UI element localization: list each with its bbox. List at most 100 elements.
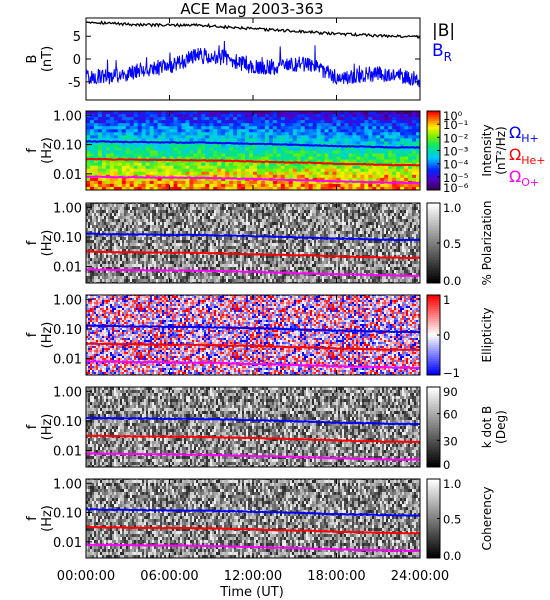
colorbar-tick-label: 10⁻¹ xyxy=(443,118,468,132)
colorbar-tick-label: 60 xyxy=(443,408,458,422)
colorbar-tick-label: 10⁰ xyxy=(443,109,463,123)
colorbar-tick-label: 1 xyxy=(443,293,450,307)
spectrogram-panel-4: 1.00 0.10 0.01 f (Hz) 90 60 30 0 k dot B (Deg) xyxy=(25,385,508,472)
x-axis-label: Time (UT) xyxy=(219,585,284,600)
colorbar-tick-label: 10⁻² xyxy=(443,131,468,145)
y-axis-label: f xyxy=(25,240,40,245)
colorbar: 90 60 30 0 k dot B (Deg) xyxy=(426,385,508,472)
y-tick-label: 5 xyxy=(73,30,81,45)
y-tick-label: 0.10 xyxy=(53,231,82,246)
colorbar-tick-label: 10⁻⁵ xyxy=(443,171,469,185)
spectrogram-image xyxy=(86,387,420,467)
y-axis-unit: (Hz) xyxy=(40,322,55,349)
y-tick-label: 0.01 xyxy=(53,168,82,183)
y-tick-label: 0.10 xyxy=(53,323,82,338)
gyrofrequency-line-Hplus xyxy=(85,140,421,149)
spectrogram-panel-5: 1.00 0.10 0.01 f (Hz) 1.0 0.5 0.0 Coherency xyxy=(25,477,494,563)
y-axis-label: f xyxy=(25,332,40,337)
y-axis-unit: (Hz) xyxy=(40,505,55,532)
gyrofrequency-line-Hplus xyxy=(85,508,421,517)
gyrofrequency-line-Heplus xyxy=(85,342,421,352)
y-axis-label: B xyxy=(25,55,40,64)
colorbar-label: % Polarization xyxy=(480,201,494,286)
colorbar-unit: (nT²/Hz) xyxy=(494,126,508,174)
x-tick-label: 00:00:00 xyxy=(57,569,115,584)
y-tick-label: 0.10 xyxy=(53,507,82,522)
legend-omega-Hplus: ΩH+ xyxy=(509,123,539,145)
colorbar-tick-label: 0.0 xyxy=(443,549,461,563)
y-axis-unit: (Hz) xyxy=(40,414,55,441)
gyrofrequency-line-Hplus xyxy=(85,416,420,426)
gyrofrequency-line-Heplus xyxy=(85,250,421,260)
y-tick-label: 0.01 xyxy=(53,353,82,368)
colorbar-tick-label: 0.0 xyxy=(443,274,461,288)
y-tick-label: -5 xyxy=(68,76,81,91)
colorbar-tick-label: 10⁻⁴ xyxy=(443,158,469,172)
legend-b-r: BR xyxy=(432,41,452,64)
y-tick-label: 0.10 xyxy=(53,139,82,154)
colorbar-tick-label: 30 xyxy=(443,434,458,448)
y-axis-label: f xyxy=(25,516,40,521)
legend-omega-Heplus: ΩHe+ xyxy=(509,145,546,167)
gyrofrequency-line-Oplus xyxy=(86,175,421,185)
colorbar-tick-label: 1.0 xyxy=(443,477,461,491)
colorbar-label: Coherency xyxy=(480,486,494,550)
x-tick-label: 18:00:00 xyxy=(307,569,365,584)
y-tick-label: 1.00 xyxy=(53,293,82,308)
chart-title: ACE Mag 2003-363 xyxy=(180,0,323,18)
y-axis-label: f xyxy=(25,148,40,153)
colorbar-label: k dot B xyxy=(480,406,494,448)
y-tick-label: 0.10 xyxy=(53,415,82,430)
gyrofrequency-line-Oplus xyxy=(85,268,421,278)
series-line-b-magnitude xyxy=(85,20,421,39)
colorbar-tick-label: −1 xyxy=(443,366,460,380)
y-tick-label: 0.01 xyxy=(53,445,82,460)
gyrofrequency-line-Oplus xyxy=(85,452,421,462)
legend-omega-Oplus: ΩO+ xyxy=(509,167,539,189)
colorbar-tick-label: 1.0 xyxy=(443,201,461,215)
x-axis-tick-labels: 00:00:00 06:00:00 12:00:00 18:00:00 24:00:00 xyxy=(57,569,449,584)
colorbar-tick-label: 10⁻³ xyxy=(443,145,469,159)
colorbar-tick-label: 0 xyxy=(443,329,450,343)
panel-frame xyxy=(85,17,421,101)
colorbar-label: Ellipticity xyxy=(480,308,494,363)
y-tick-label: 1.00 xyxy=(53,385,82,400)
spectrogram-panel-3: 1.00 0.10 0.01 f (Hz) 1 0 −1 Ellipticity xyxy=(25,293,494,380)
y-tick-label: 0.01 xyxy=(53,536,82,551)
legend-b-magnitude: |B| xyxy=(432,21,455,41)
colorbar: 1 0 −1 Ellipticity xyxy=(426,293,494,380)
panels: 50-5B (nT)|B|BR1.000.100.01f (Hz)10⁰10⁻¹10… xyxy=(25,17,546,563)
y-axis-unit: (Hz) xyxy=(40,230,55,257)
colorbar-frame xyxy=(426,386,441,468)
y-tick-label: 1.00 xyxy=(53,109,82,124)
gyrofrequency-line-Hplus xyxy=(85,232,421,242)
gyrofrequency-line-Hplus xyxy=(86,324,421,334)
magnetic-field-panel: 5 0 -5 B (nT) |B|BR xyxy=(25,17,455,101)
series-line-b-r xyxy=(85,40,421,88)
colorbar-tick-label: 0.5 xyxy=(443,513,461,527)
gyrofrequency-line-Heplus xyxy=(85,157,421,167)
y-tick-label: 1.00 xyxy=(53,477,82,492)
spectrogram-panel-1: 1.00 0.10 0.01 f (Hz) 10⁰10⁻¹10⁻²10⁻³10⁻⁴10⁻⁵… xyxy=(25,109,546,195)
gyrofrequency-line-Heplus xyxy=(85,434,421,444)
y-tick-label: 0 xyxy=(73,53,81,68)
gyrofrequency-line-Heplus xyxy=(85,525,421,535)
colorbar-tick-label: 90 xyxy=(443,385,458,399)
x-tick-label: 24:00:00 xyxy=(391,569,449,584)
colorbar: 1.0 0.5 0.0 % Polarization xyxy=(426,201,494,288)
y-axis-label: f xyxy=(25,424,40,429)
colorbar-unit: (Deg) xyxy=(494,410,508,444)
spectrogram-panel-2: 1.00 0.10 0.01 f (Hz) 1.0 0.5 0.0 % Polarization xyxy=(25,201,494,288)
y-axis-unit: (nT) xyxy=(40,46,55,72)
y-axis-unit: (Hz) xyxy=(40,137,55,164)
colorbar-tick-label: 0 xyxy=(443,458,450,472)
colorbar-tick-label: 0.5 xyxy=(443,237,461,251)
intensity-image xyxy=(86,111,421,191)
y-tick-label: 0.01 xyxy=(53,261,82,276)
y-tick-label: 1.00 xyxy=(53,201,82,216)
colorbar-tick-label: 10⁻⁶ xyxy=(443,181,469,195)
gyrofrequency-line-Oplus xyxy=(85,543,421,553)
gyrofrequency-line-Oplus xyxy=(85,360,420,370)
x-tick-label: 12:00:00 xyxy=(224,569,282,584)
